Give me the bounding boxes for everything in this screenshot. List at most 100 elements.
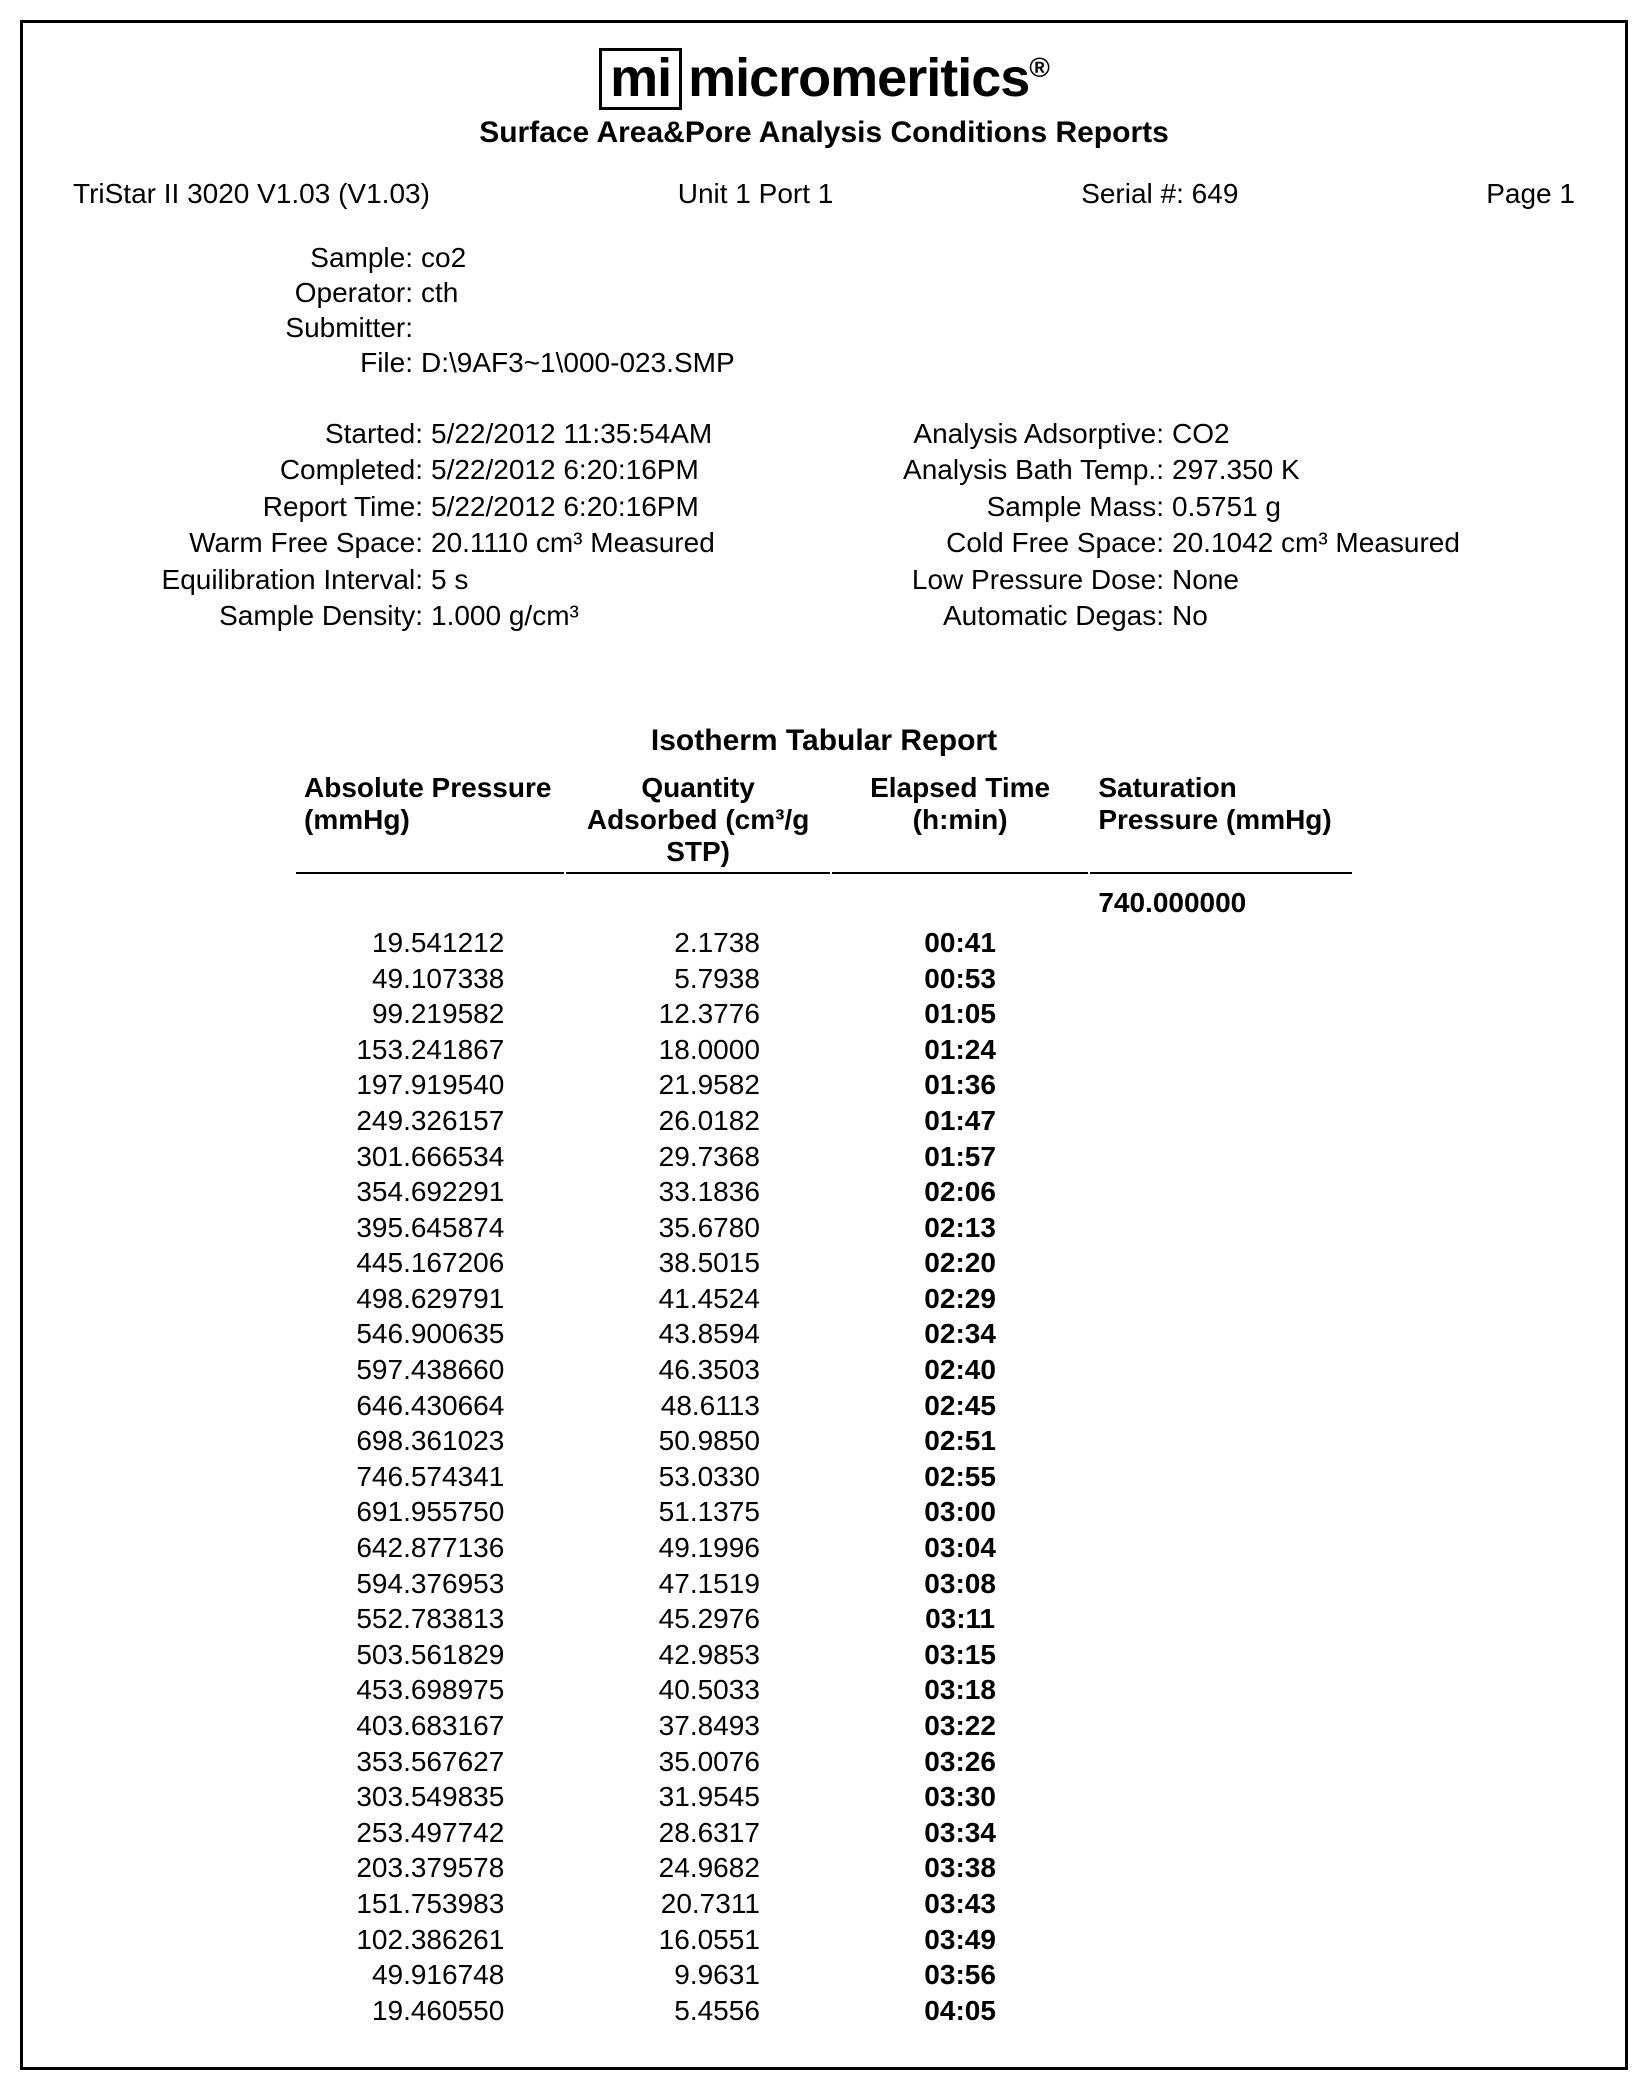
cell-elapsed-time: 00:41 <box>832 926 1088 960</box>
cell-quantity-adsorbed: 49.1996 <box>566 1531 830 1565</box>
table-row: 395.64587435.678002:13 <box>296 1211 1352 1245</box>
operator-label: Operator: <box>223 275 421 310</box>
cold-free-space-label: Cold Free Space: <box>824 525 1172 561</box>
cell-absolute-pressure: 249.326157 <box>296 1104 564 1138</box>
unit-port: Unit 1 Port 1 <box>678 178 834 210</box>
cell-absolute-pressure: 546.900635 <box>296 1317 564 1351</box>
low-pressure-label: Low Pressure Dose: <box>824 562 1172 598</box>
report-subtitle: Surface Area&Pore Analysis Conditions Re… <box>63 116 1585 150</box>
cell-quantity-adsorbed: 50.9850 <box>566 1424 830 1458</box>
file-value: D:\9AF3~1\000-023.SMP <box>421 345 735 380</box>
cell-saturation-pressure <box>1090 1033 1352 1067</box>
cell-elapsed-time: 01:57 <box>832 1140 1088 1174</box>
saturation-pressure-value: 740.000000 <box>1090 876 1352 924</box>
cell-quantity-adsorbed: 37.8493 <box>566 1709 830 1743</box>
conditions-left-column: Started:5/22/2012 11:35:54AM Completed:5… <box>63 416 824 634</box>
cell-elapsed-time: 01:47 <box>832 1104 1088 1138</box>
cell-absolute-pressure: 303.549835 <box>296 1780 564 1814</box>
table-row: 646.43066448.611302:45 <box>296 1389 1352 1423</box>
low-pressure-value: None <box>1172 562 1239 598</box>
table-row: 19.5412122.173800:41 <box>296 926 1352 960</box>
cell-quantity-adsorbed: 45.2976 <box>566 1602 830 1636</box>
table-row: 49.9167489.963103:56 <box>296 1958 1352 1992</box>
cell-quantity-adsorbed: 12.3776 <box>566 997 830 1031</box>
cell-absolute-pressure: 353.567627 <box>296 1745 564 1779</box>
cell-absolute-pressure: 19.541212 <box>296 926 564 960</box>
cell-saturation-pressure <box>1090 1068 1352 1102</box>
table-row: 102.38626116.055103:49 <box>296 1923 1352 1957</box>
table-row: 498.62979141.452402:29 <box>296 1282 1352 1316</box>
cell-quantity-adsorbed: 46.3503 <box>566 1353 830 1387</box>
cell-absolute-pressure: 445.167206 <box>296 1246 564 1280</box>
cell-elapsed-time: 03:11 <box>832 1602 1088 1636</box>
cell-elapsed-time: 01:24 <box>832 1033 1088 1067</box>
cell-absolute-pressure: 691.955750 <box>296 1495 564 1529</box>
cell-elapsed-time: 03:56 <box>832 1958 1088 1992</box>
col-header-saturation-pressure: Saturation Pressure (mmHg) <box>1090 768 1352 874</box>
col-header-quantity-adsorbed: Quantity Adsorbed (cm³/g STP) <box>566 768 830 874</box>
cell-saturation-pressure <box>1090 1282 1352 1316</box>
cell-elapsed-time: 03:04 <box>832 1531 1088 1565</box>
auto-degas-label: Automatic Degas: <box>824 598 1172 634</box>
cell-saturation-pressure <box>1090 926 1352 960</box>
cell-elapsed-time: 03:22 <box>832 1709 1088 1743</box>
table-row: 49.1073385.793800:53 <box>296 962 1352 996</box>
cell-saturation-pressure <box>1090 1353 1352 1387</box>
equil-interval-label: Equilibration Interval: <box>63 562 431 598</box>
cell-elapsed-time: 02:51 <box>832 1424 1088 1458</box>
cell-saturation-pressure <box>1090 1317 1352 1351</box>
bath-temp-label: Analysis Bath Temp.: <box>824 452 1172 488</box>
page-number: Page 1 <box>1486 178 1575 210</box>
table-row: 197.91954021.958201:36 <box>296 1068 1352 1102</box>
cell-elapsed-time: 03:18 <box>832 1673 1088 1707</box>
table-row: 353.56762735.007603:26 <box>296 1745 1352 1779</box>
table-row: 453.69897540.503303:18 <box>296 1673 1352 1707</box>
cell-quantity-adsorbed: 26.0182 <box>566 1104 830 1138</box>
cell-quantity-adsorbed: 18.0000 <box>566 1033 830 1067</box>
cell-absolute-pressure: 153.241867 <box>296 1033 564 1067</box>
started-label: Started: <box>63 416 431 452</box>
sample-mass-label: Sample Mass: <box>824 489 1172 525</box>
cell-elapsed-time: 02:06 <box>832 1175 1088 1209</box>
table-row: 19.4605505.455604:05 <box>296 1994 1352 2028</box>
cell-saturation-pressure <box>1090 1140 1352 1174</box>
sample-density-label: Sample Density: <box>63 598 431 634</box>
cell-elapsed-time: 00:53 <box>832 962 1088 996</box>
report-page: mimicromeritics® Surface Area&Pore Analy… <box>20 20 1628 2070</box>
cell-saturation-pressure <box>1090 1709 1352 1743</box>
cell-quantity-adsorbed: 41.4524 <box>566 1282 830 1316</box>
cell-saturation-pressure <box>1090 1424 1352 1458</box>
sample-density-value: 1.000 g/cm³ <box>431 598 579 634</box>
cell-elapsed-time: 01:36 <box>832 1068 1088 1102</box>
cell-saturation-pressure <box>1090 1923 1352 1957</box>
cell-quantity-adsorbed: 40.5033 <box>566 1673 830 1707</box>
cell-saturation-pressure <box>1090 1389 1352 1423</box>
operator-value: cth <box>421 275 458 310</box>
saturation-pressure-row: 740.000000 <box>296 876 1352 924</box>
cell-absolute-pressure: 597.438660 <box>296 1353 564 1387</box>
cell-quantity-adsorbed: 38.5015 <box>566 1246 830 1280</box>
table-row: 691.95575051.137503:00 <box>296 1495 1352 1529</box>
cell-saturation-pressure <box>1090 1175 1352 1209</box>
col-header-elapsed-time: Elapsed Time (h:min) <box>832 768 1088 874</box>
table-row: 99.21958212.377601:05 <box>296 997 1352 1031</box>
cell-quantity-adsorbed: 47.1519 <box>566 1567 830 1601</box>
cell-elapsed-time: 03:30 <box>832 1780 1088 1814</box>
info-line: TriStar II 3020 V1.03 (V1.03) Unit 1 Por… <box>63 178 1585 210</box>
sample-label: Sample: <box>223 240 421 275</box>
cell-absolute-pressure: 503.561829 <box>296 1638 564 1672</box>
equil-interval-value: 5 s <box>431 562 468 598</box>
col-header-absolute-pressure: Absolute Pressure (mmHg) <box>296 768 564 874</box>
cell-elapsed-time: 03:08 <box>832 1567 1088 1601</box>
table-row: 597.43866046.350302:40 <box>296 1353 1352 1387</box>
report-time-label: Report Time: <box>63 489 431 525</box>
cell-quantity-adsorbed: 33.1836 <box>566 1175 830 1209</box>
sample-mass-value: 0.5751 g <box>1172 489 1281 525</box>
cell-saturation-pressure <box>1090 1816 1352 1850</box>
cell-quantity-adsorbed: 9.9631 <box>566 1958 830 1992</box>
cell-elapsed-time: 02:20 <box>832 1246 1088 1280</box>
table-row: 594.37695347.151903:08 <box>296 1567 1352 1601</box>
warm-free-space-label: Warm Free Space: <box>63 525 431 561</box>
started-value: 5/22/2012 11:35:54AM <box>431 416 712 452</box>
report-time-value: 5/22/2012 6:20:16PM <box>431 489 699 525</box>
